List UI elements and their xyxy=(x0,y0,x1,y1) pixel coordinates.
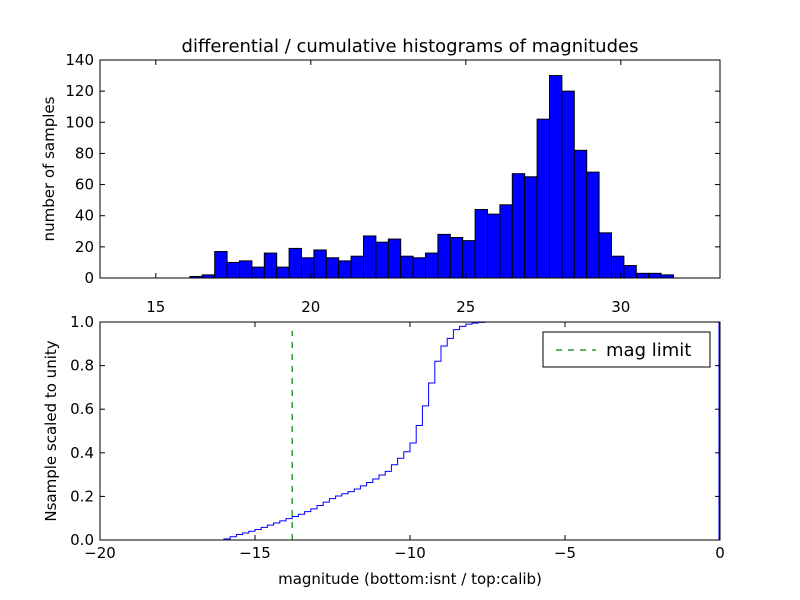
histogram-bar xyxy=(611,255,625,279)
histogram-bar xyxy=(301,257,315,279)
bottom-ylabel: Nsample scaled to unity xyxy=(42,340,60,521)
histogram-bar xyxy=(487,213,501,279)
bottom-y-tick-label: 1.0 xyxy=(70,313,94,331)
bottom-x-tick-label: −5 xyxy=(554,544,576,562)
bottom-y-tick-label: 0.2 xyxy=(70,487,94,505)
top-x-tick-label: 30 xyxy=(611,298,630,316)
legend-box xyxy=(542,331,711,368)
top-y-tick-label: 100 xyxy=(65,113,94,131)
top-x-tick-label: 25 xyxy=(456,298,475,316)
top-y-tick-label: 80 xyxy=(75,144,94,162)
histogram-bars xyxy=(189,75,674,279)
top-x-tick-label: 20 xyxy=(301,298,320,316)
histogram-bar xyxy=(350,255,365,279)
bottom-x-tick-label: −15 xyxy=(239,544,271,562)
histogram-bar xyxy=(325,257,340,279)
top-ylabel: number of samples xyxy=(40,96,58,241)
cumulative-plot xyxy=(100,321,720,541)
top-y-tick-label: 0 xyxy=(84,269,94,287)
histogram-bar xyxy=(573,149,588,279)
histogram-bar xyxy=(226,261,241,279)
histogram-bar xyxy=(288,247,303,279)
histogram-bar xyxy=(412,257,427,279)
histogram-bar xyxy=(561,90,575,279)
top-y-tick-label: 60 xyxy=(75,176,94,194)
histogram-bar xyxy=(437,233,451,279)
histogram-bar xyxy=(449,237,464,279)
bottom-xlabel: magnitude (bottom:isnt / top:calib) xyxy=(278,570,542,588)
legend: mag limit xyxy=(542,331,711,368)
legend-label-mag-limit: mag limit xyxy=(606,340,691,361)
top-y-tick-label: 140 xyxy=(65,51,94,69)
top-y-tick-label: 20 xyxy=(75,238,94,256)
histogram-bar xyxy=(276,266,290,279)
histogram-bar xyxy=(462,240,476,279)
histogram-bar xyxy=(400,255,414,279)
histogram-bar xyxy=(251,266,265,279)
bottom-y-tick-label: 0.0 xyxy=(70,531,94,549)
histogram-bar xyxy=(263,252,278,279)
histogram-bar xyxy=(375,241,389,279)
top-y-tick-label: 40 xyxy=(75,207,94,225)
bottom-axes-frame xyxy=(99,321,721,541)
bottom-x-tick-label: −20 xyxy=(84,544,116,562)
bottom-y-tick-label: 0.8 xyxy=(70,357,94,375)
histogram-bar xyxy=(499,204,513,279)
histogram-bar xyxy=(387,238,402,279)
bottom-y-tick-label: 0.4 xyxy=(70,444,94,462)
histogram-bar xyxy=(239,260,253,279)
histogram-bar xyxy=(474,208,489,279)
histogram-bar xyxy=(648,272,662,279)
histogram-bar xyxy=(623,265,637,279)
bottom-x-tick-label: −10 xyxy=(394,544,426,562)
histogram-bar xyxy=(536,118,550,279)
histogram-bar xyxy=(635,272,650,279)
histogram-bar xyxy=(598,232,612,279)
histogram-bar xyxy=(363,235,377,279)
top-axis-ticks: 0 20 40 60 80 100 120 140 15 20 25 30 xyxy=(65,51,720,316)
chart-title: differential / cumulative histograms of … xyxy=(182,36,639,57)
histogram-bar xyxy=(214,251,228,279)
histogram-bar xyxy=(524,176,538,279)
histogram-bar xyxy=(511,173,526,279)
histogram-bar xyxy=(338,260,352,279)
histogram-bar xyxy=(425,252,439,279)
histogram-bar xyxy=(313,249,327,279)
histogram-bar xyxy=(549,75,563,279)
bottom-axis-ticks: 0.0 0.2 0.4 0.6 0.8 1.0 −20 −15 −10 −5 0 xyxy=(70,313,725,562)
histogram-bar xyxy=(586,171,600,279)
top-x-tick-label: 15 xyxy=(146,298,165,316)
bottom-y-tick-label: 0.6 xyxy=(70,400,94,418)
top-y-tick-label: 120 xyxy=(65,82,94,100)
top-axes-frame xyxy=(99,59,721,279)
bottom-x-tick-label: 0 xyxy=(715,544,725,562)
cumulative-step-line xyxy=(100,321,720,541)
